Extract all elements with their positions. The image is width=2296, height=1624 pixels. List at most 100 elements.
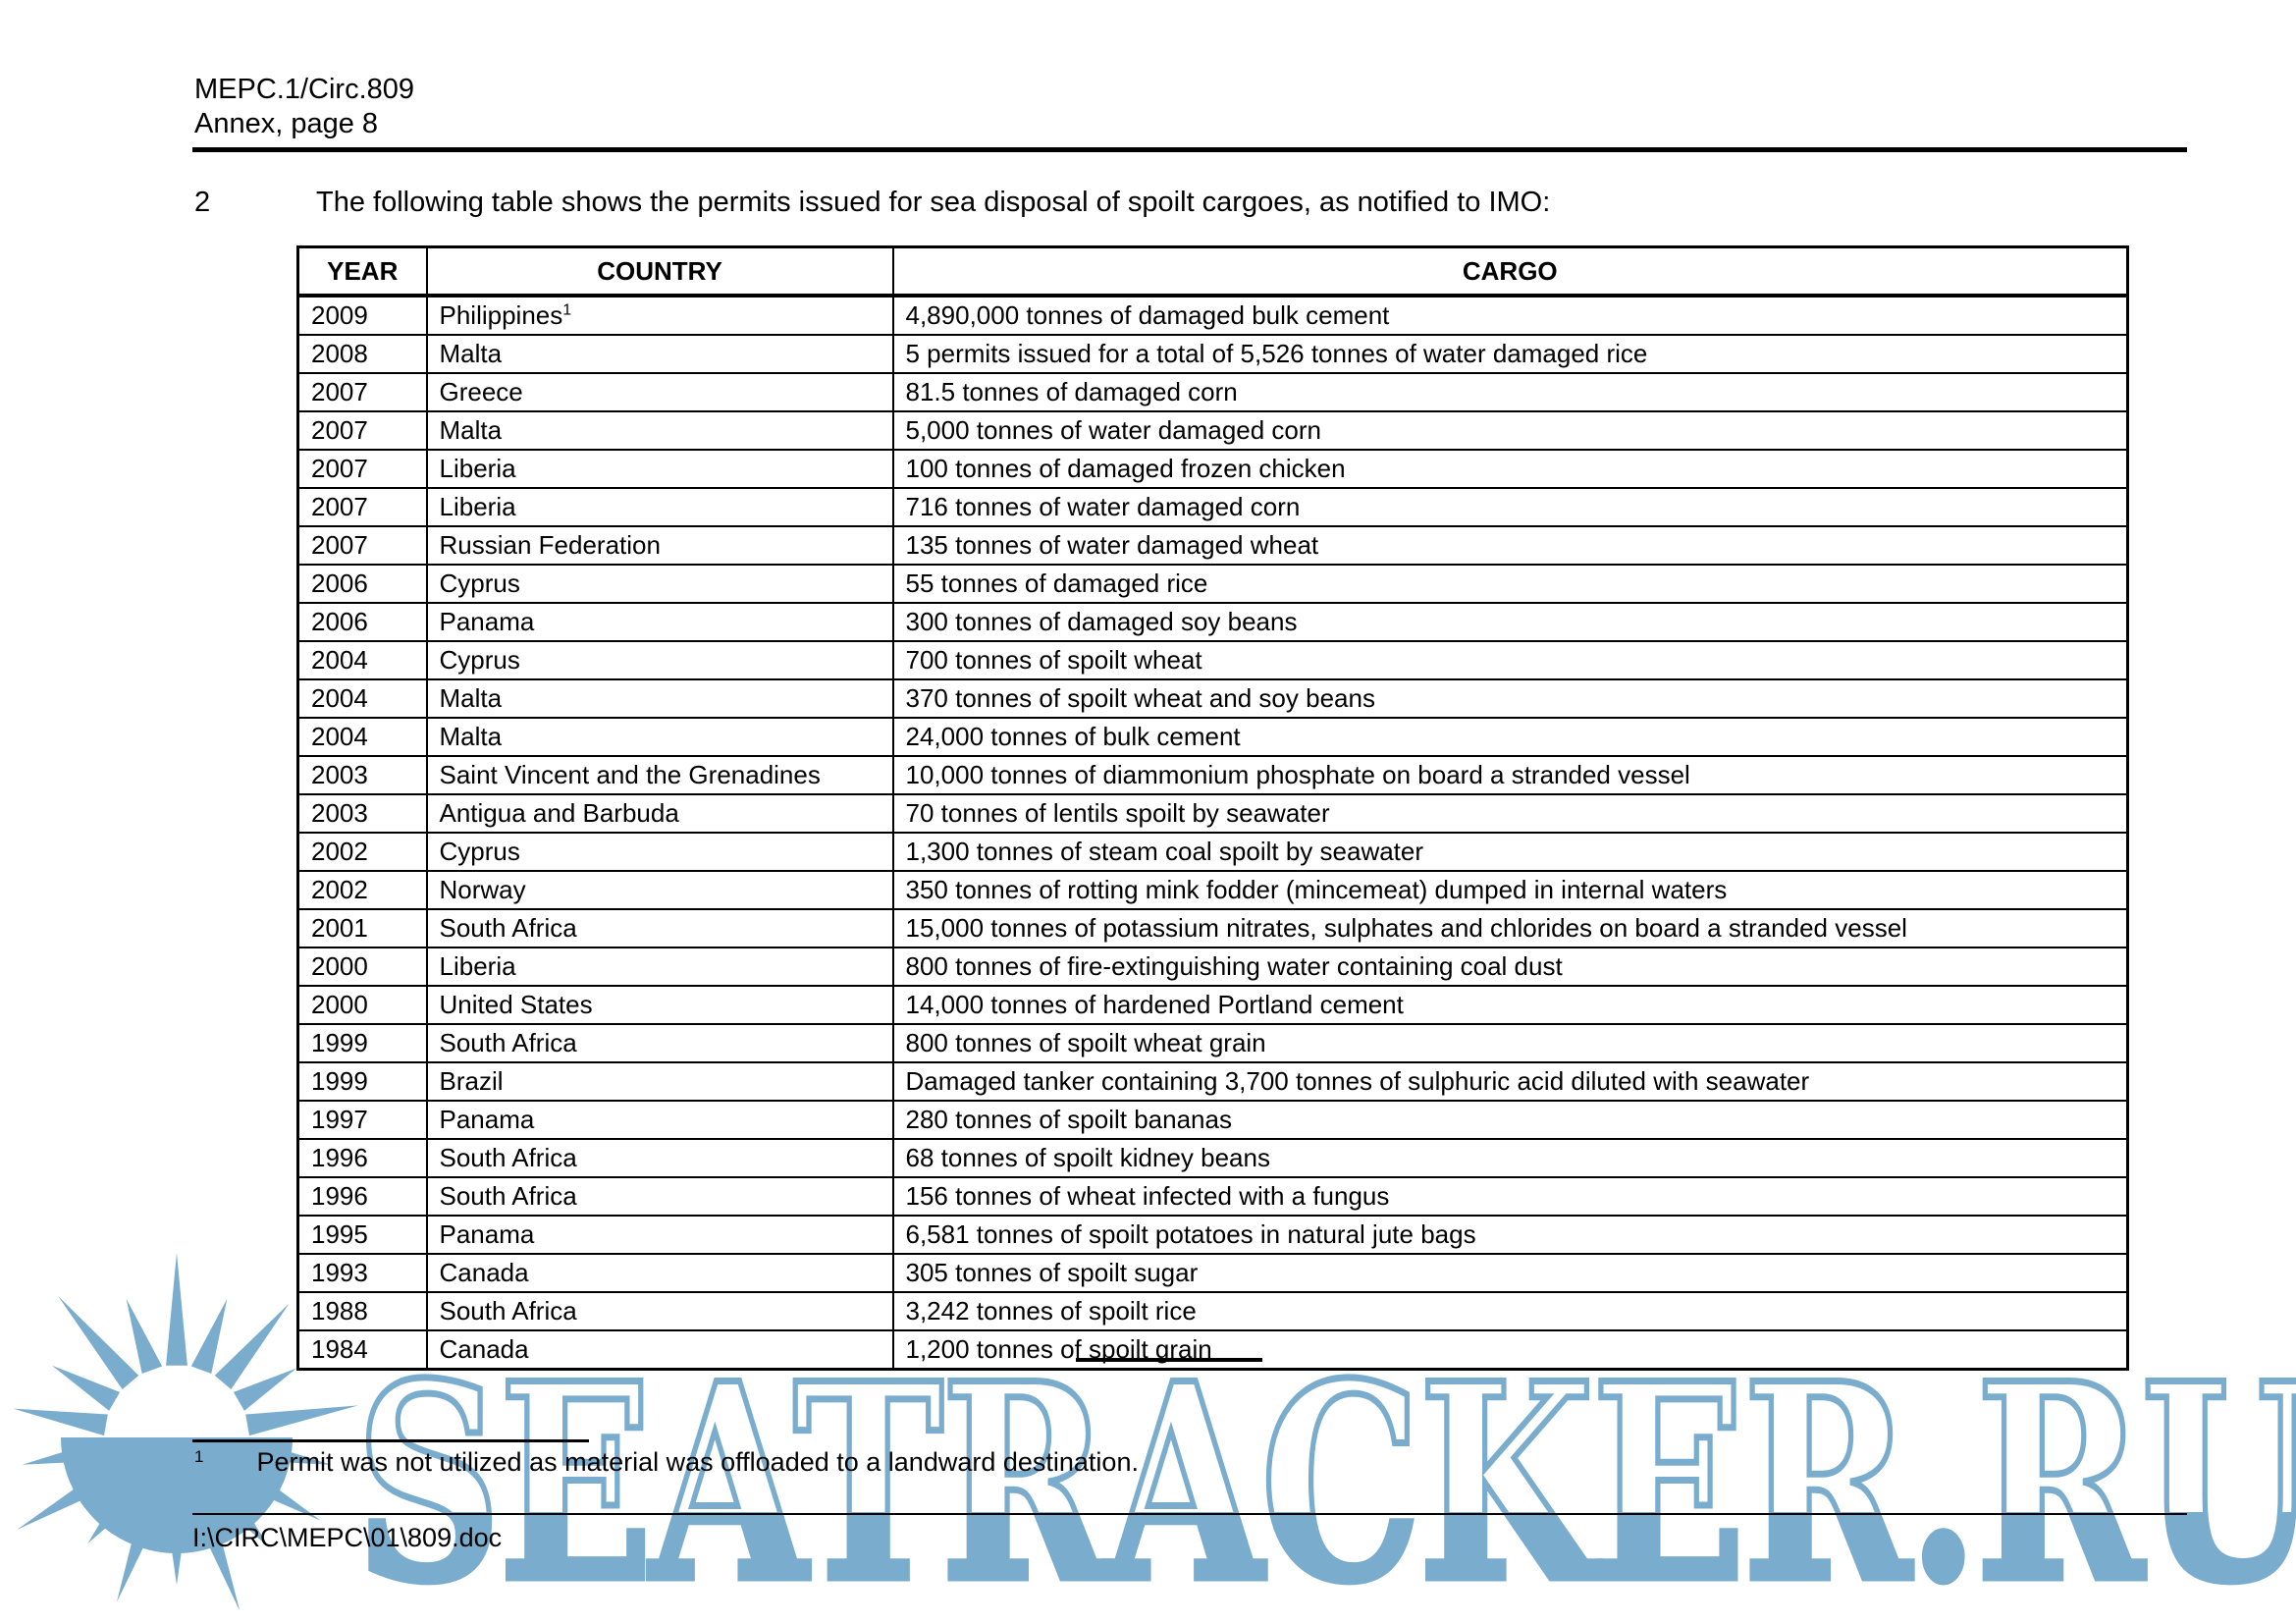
- year-cell: 2001: [296, 908, 428, 948]
- year-cell: 2007: [296, 525, 428, 566]
- year-cell: 2004: [296, 640, 428, 680]
- cargo-cell: 81.5 tonnes of damaged corn: [891, 372, 2129, 412]
- country-cell: Panama: [425, 1100, 894, 1140]
- country-cell: Malta: [425, 678, 894, 719]
- bottom-rule: [192, 1513, 2187, 1515]
- cargo-cell: 716 tonnes of water damaged corn: [891, 487, 2129, 527]
- table-row: 2006 Cyprus 55 tonnes of damaged rice: [296, 564, 2129, 604]
- cargo-cell: 1,200 tonnes of spoilt grain: [891, 1329, 2129, 1371]
- year-cell: 2000: [296, 985, 428, 1025]
- cargo-cell: 5 permits issued for a total of 5,526 to…: [891, 334, 2129, 374]
- cargo-cell: 10,000 tonnes of diammonium phosphate on…: [891, 755, 2129, 795]
- country-cell: South Africa: [425, 1291, 894, 1331]
- country-cell: Norway: [425, 870, 894, 910]
- year-cell: 2002: [296, 832, 428, 872]
- year-cell: 1996: [296, 1138, 428, 1178]
- year-cell: 1999: [296, 1023, 428, 1063]
- country-cell: Malta: [425, 410, 894, 451]
- country-cell: Liberia: [425, 947, 894, 987]
- year-cell: 2003: [296, 793, 428, 834]
- cargo-cell: 14,000 tonnes of hardened Portland cemen…: [891, 985, 2129, 1025]
- year-cell: 1988: [296, 1291, 428, 1331]
- permits-table: YEAR COUNTRY CARGO 2009 Philippines1 4,890…: [296, 245, 2129, 1371]
- country-cell: United States: [425, 985, 894, 1025]
- cargo-cell: 135 tonnes of water damaged wheat: [891, 525, 2129, 566]
- table-end-rule: [1076, 1358, 1262, 1362]
- year-cell: 2003: [296, 755, 428, 795]
- country-cell: Panama: [425, 602, 894, 642]
- cargo-cell: 70 tonnes of lentils spoilt by seawater: [891, 793, 2129, 834]
- doc-reference: MEPC.1/Circ.809: [194, 74, 415, 105]
- table-row: 1996 South Africa 68 tonnes of spoilt kidn…: [296, 1138, 2129, 1178]
- country-cell: Cyprus: [425, 564, 894, 604]
- country-cell: Panama: [425, 1215, 894, 1255]
- country-cell: South Africa: [425, 1023, 894, 1063]
- paragraph-number: 2: [194, 187, 211, 218]
- table-row: 2007 Malta 5,000 tonnes of water damaged c…: [296, 410, 2129, 451]
- cargo-cell: 55 tonnes of damaged rice: [891, 564, 2129, 604]
- country-cell: Greece: [425, 372, 894, 412]
- country-cell: Malta: [425, 334, 894, 374]
- table-row: 1997 Panama 280 tonnes of spoilt bananas: [296, 1100, 2129, 1140]
- table-row: 2009 Philippines1 4,890,000 tonnes of dama…: [296, 295, 2129, 336]
- year-cell: 1993: [296, 1253, 428, 1293]
- cargo-cell: 5,000 tonnes of water damaged corn: [891, 410, 2129, 451]
- cargo-cell: 6,581 tonnes of spoilt potatoes in natur…: [891, 1215, 2129, 1255]
- country-cell: Canada: [425, 1253, 894, 1293]
- cargo-cell: 15,000 tonnes of potassium nitrates, sul…: [891, 908, 2129, 948]
- country-cell: Canada: [425, 1329, 894, 1371]
- cargo-cell: 370 tonnes of spoilt wheat and soy beans: [891, 678, 2129, 719]
- country-cell: Brazil: [425, 1061, 894, 1102]
- year-cell: 1997: [296, 1100, 428, 1140]
- table-row: 2006 Panama 300 tonnes of damaged soy bean…: [296, 602, 2129, 642]
- table-row: 1999 Brazil Damaged tanker containing 3,70…: [296, 1061, 2129, 1102]
- footnote: 1 Permit was not utilized as material was…: [194, 1447, 1139, 1478]
- table-row: 1988 South Africa 3,242 tonnes of spoilt r…: [296, 1291, 2129, 1331]
- table-row: 2002 Cyprus 1,300 tonnes of steam coal spo…: [296, 832, 2129, 872]
- country-cell: Liberia: [425, 487, 894, 527]
- cargo-cell: 156 tonnes of wheat infected with a fung…: [891, 1176, 2129, 1217]
- table-row: 2003 Saint Vincent and the Grenadines 10,0…: [296, 755, 2129, 795]
- table-row: 2008 Malta 5 permits issued for a total of…: [296, 334, 2129, 374]
- footnote-text: Permit was not utilized as material was …: [256, 1447, 1139, 1477]
- table-row: 2000 Liberia 800 tonnes of fire-extinguish…: [296, 947, 2129, 987]
- watermark-text: SEATRACKER.RU SEATRACKER.RU: [352, 1337, 2296, 1624]
- cargo-cell: 280 tonnes of spoilt bananas: [891, 1100, 2129, 1140]
- table-row: 2007 Russian Federation 135 tonnes of wate…: [296, 525, 2129, 566]
- year-cell: 2000: [296, 947, 428, 987]
- paragraph-text: The following table shows the permits is…: [316, 187, 1551, 218]
- cargo-cell: 3,242 tonnes of spoilt rice: [891, 1291, 2129, 1331]
- country-cell: Liberia: [425, 449, 894, 489]
- year-cell: 1995: [296, 1215, 428, 1255]
- country-cell: Russian Federation: [425, 525, 894, 566]
- country-cell: Saint Vincent and the Grenadines: [425, 755, 894, 795]
- table-row: 2003 Antigua and Barbuda 70 tonnes of lent…: [296, 793, 2129, 834]
- year-cell: 2007: [296, 449, 428, 489]
- table-row: 1993 Canada 305 tonnes of spoilt sugar: [296, 1253, 2129, 1293]
- column-header-year: YEAR: [296, 245, 428, 298]
- column-header-country: COUNTRY: [425, 245, 894, 298]
- table-row: 2004 Cyprus 700 tonnes of spoilt wheat: [296, 640, 2129, 680]
- year-cell: 1999: [296, 1061, 428, 1102]
- year-cell: 2007: [296, 372, 428, 412]
- cargo-cell: 1,300 tonnes of steam coal spoilt by sea…: [891, 832, 2129, 872]
- year-cell: 2002: [296, 870, 428, 910]
- year-cell: 1996: [296, 1176, 428, 1217]
- year-cell: 2006: [296, 602, 428, 642]
- footnote-marker: 1: [194, 1447, 204, 1466]
- table-body: 2009 Philippines1 4,890,000 tonnes of dama…: [296, 295, 2129, 1371]
- year-cell: 2007: [296, 487, 428, 527]
- table-row: 1995 Panama 6,581 tonnes of spoilt potatoe…: [296, 1215, 2129, 1255]
- country-cell: Cyprus: [425, 640, 894, 680]
- table-row: 2004 Malta 370 tonnes of spoilt wheat and …: [296, 678, 2129, 719]
- country-cell: Cyprus: [425, 832, 894, 872]
- table-row: 2007 Greece 81.5 tonnes of damaged corn: [296, 372, 2129, 412]
- table-row: 2007 Liberia 716 tonnes of water damaged c…: [296, 487, 2129, 527]
- cargo-cell: 24,000 tonnes of bulk cement: [891, 717, 2129, 757]
- year-cell: 2007: [296, 410, 428, 451]
- cargo-cell: 305 tonnes of spoilt sugar: [891, 1253, 2129, 1293]
- country-cell: South Africa: [425, 908, 894, 948]
- page-reference: Annex, page 8: [194, 108, 379, 139]
- table-row: 1996 South Africa 156 tonnes of wheat infe…: [296, 1176, 2129, 1217]
- country-cell: Philippines1: [425, 295, 894, 336]
